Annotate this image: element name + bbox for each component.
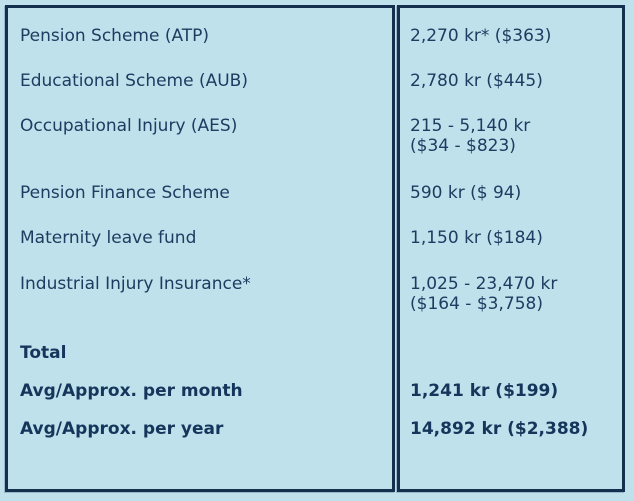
value-educational-scheme-aub: 2,780 kr ($445) — [410, 71, 618, 91]
value-line: 1,025 - 23,470 kr — [410, 274, 558, 294]
value-avg-per-month: 1,241 kr ($199) — [410, 381, 618, 401]
value-avg-per-year: 14,892 kr ($2,388) — [410, 419, 618, 439]
label-industrial-injury-insurance: Industrial Injury Insurance* — [20, 274, 251, 294]
value-pension-finance-scheme: 590 kr ($ 94) — [410, 183, 618, 203]
value-line: 215 - 5,140 kr — [410, 116, 531, 136]
label-educational-scheme-aub: Educational Scheme (AUB) — [20, 71, 248, 91]
value-line: ($34 - $823) — [410, 136, 516, 156]
labels-column-box: Pension Scheme (ATP) Educational Scheme … — [5, 5, 395, 492]
value-line: 14,892 kr ($2,388) — [410, 419, 589, 439]
value-line: ($164 - $3,758) — [410, 294, 543, 314]
label-total: Total — [20, 343, 67, 363]
value-occupational-injury-aes: 215 - 5,140 kr ($34 - $823) — [410, 116, 618, 156]
label-maternity-leave-fund: Maternity leave fund — [20, 228, 197, 248]
value-industrial-injury-insurance: 1,025 - 23,470 kr ($164 - $3,758) — [410, 274, 618, 314]
value-pension-scheme-atp: 2,270 kr* ($363) — [410, 26, 618, 46]
label-pension-scheme-atp: Pension Scheme (ATP) — [20, 26, 210, 46]
label-pension-finance-scheme: Pension Finance Scheme — [20, 183, 230, 203]
values-column-box: 2,270 kr* ($363) 2,780 kr ($445) 215 - 5… — [397, 5, 625, 492]
value-line: 2,270 kr* ($363) — [410, 26, 552, 46]
label-avg-per-year: Avg/Approx. per year — [20, 419, 224, 439]
value-line: 1,150 kr ($184) — [410, 228, 543, 248]
value-line: 1,241 kr ($199) — [410, 381, 559, 401]
label-avg-per-month: Avg/Approx. per month — [20, 381, 243, 401]
value-line: 590 kr ($ 94) — [410, 183, 522, 203]
value-maternity-leave-fund: 1,150 kr ($184) — [410, 228, 618, 248]
value-line: 2,780 kr ($445) — [410, 71, 543, 91]
label-occupational-injury-aes: Occupational Injury (AES) — [20, 116, 238, 136]
